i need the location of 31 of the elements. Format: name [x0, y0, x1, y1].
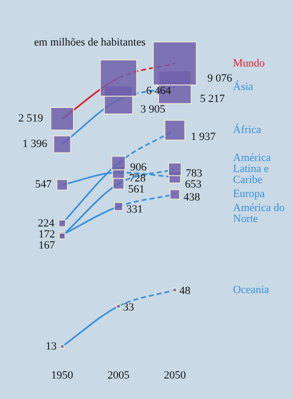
data-label: 547: [35, 178, 52, 191]
data-label: 728: [129, 172, 146, 185]
data-label: 9 076: [207, 72, 233, 85]
data-label: 783: [186, 168, 203, 180]
text: Oceania: [233, 284, 270, 296]
data-label: 1 937: [190, 131, 216, 144]
data-label: 906: [130, 162, 148, 174]
data-label: 653: [185, 178, 202, 191]
x-tick-label: 2050: [164, 369, 186, 382]
data-label: 172: [38, 228, 55, 241]
data-label: 33: [123, 301, 134, 314]
data-label: 331: [126, 203, 143, 216]
text: América do Norte: [233, 202, 286, 226]
x-tick-label: 2005: [108, 369, 130, 382]
chart-title: em milhões de habitantes: [34, 36, 146, 48]
data-label: 167: [38, 240, 56, 252]
x-tick-label: 1950: [51, 369, 74, 382]
text: Europa: [233, 188, 265, 200]
data-label: 48: [179, 285, 191, 298]
text: América Latina e Caribe: [233, 152, 271, 186]
data-label: 1 396: [22, 138, 48, 150]
data-label: 2 519: [18, 112, 44, 125]
data-label: 5 217: [200, 92, 226, 105]
text: África: [233, 123, 262, 136]
data-label: 3 905: [140, 104, 166, 116]
data-label: 561: [128, 184, 145, 196]
data-label: 13: [46, 340, 58, 352]
text: Ásia: [233, 80, 254, 94]
data-label: 224: [38, 217, 55, 230]
text: Mundo: [233, 57, 266, 70]
data-label: 438: [184, 192, 201, 204]
